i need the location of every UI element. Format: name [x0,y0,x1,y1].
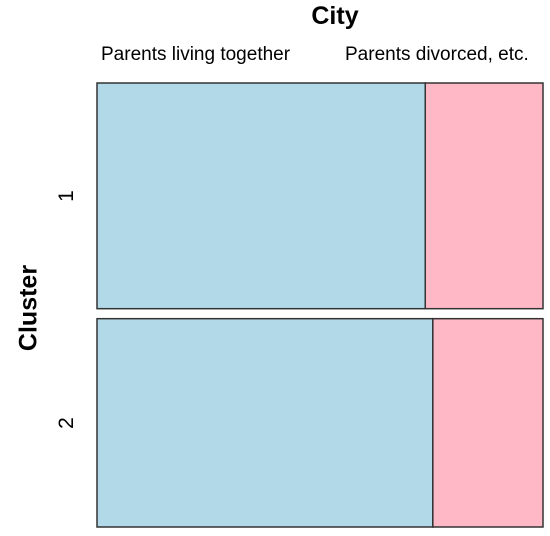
column-label-parents-living-together: Parents living together [101,44,291,65]
column-label-parents-divorced: Parents divorced, etc. [345,44,529,65]
chart-title: City [311,2,359,30]
tile-cluster-2-col-1 [96,317,434,528]
tile-cluster-1-col-2 [424,82,544,310]
tile-cluster-1-col-1 [96,82,427,310]
tile-cluster-2-col-2 [432,317,544,528]
